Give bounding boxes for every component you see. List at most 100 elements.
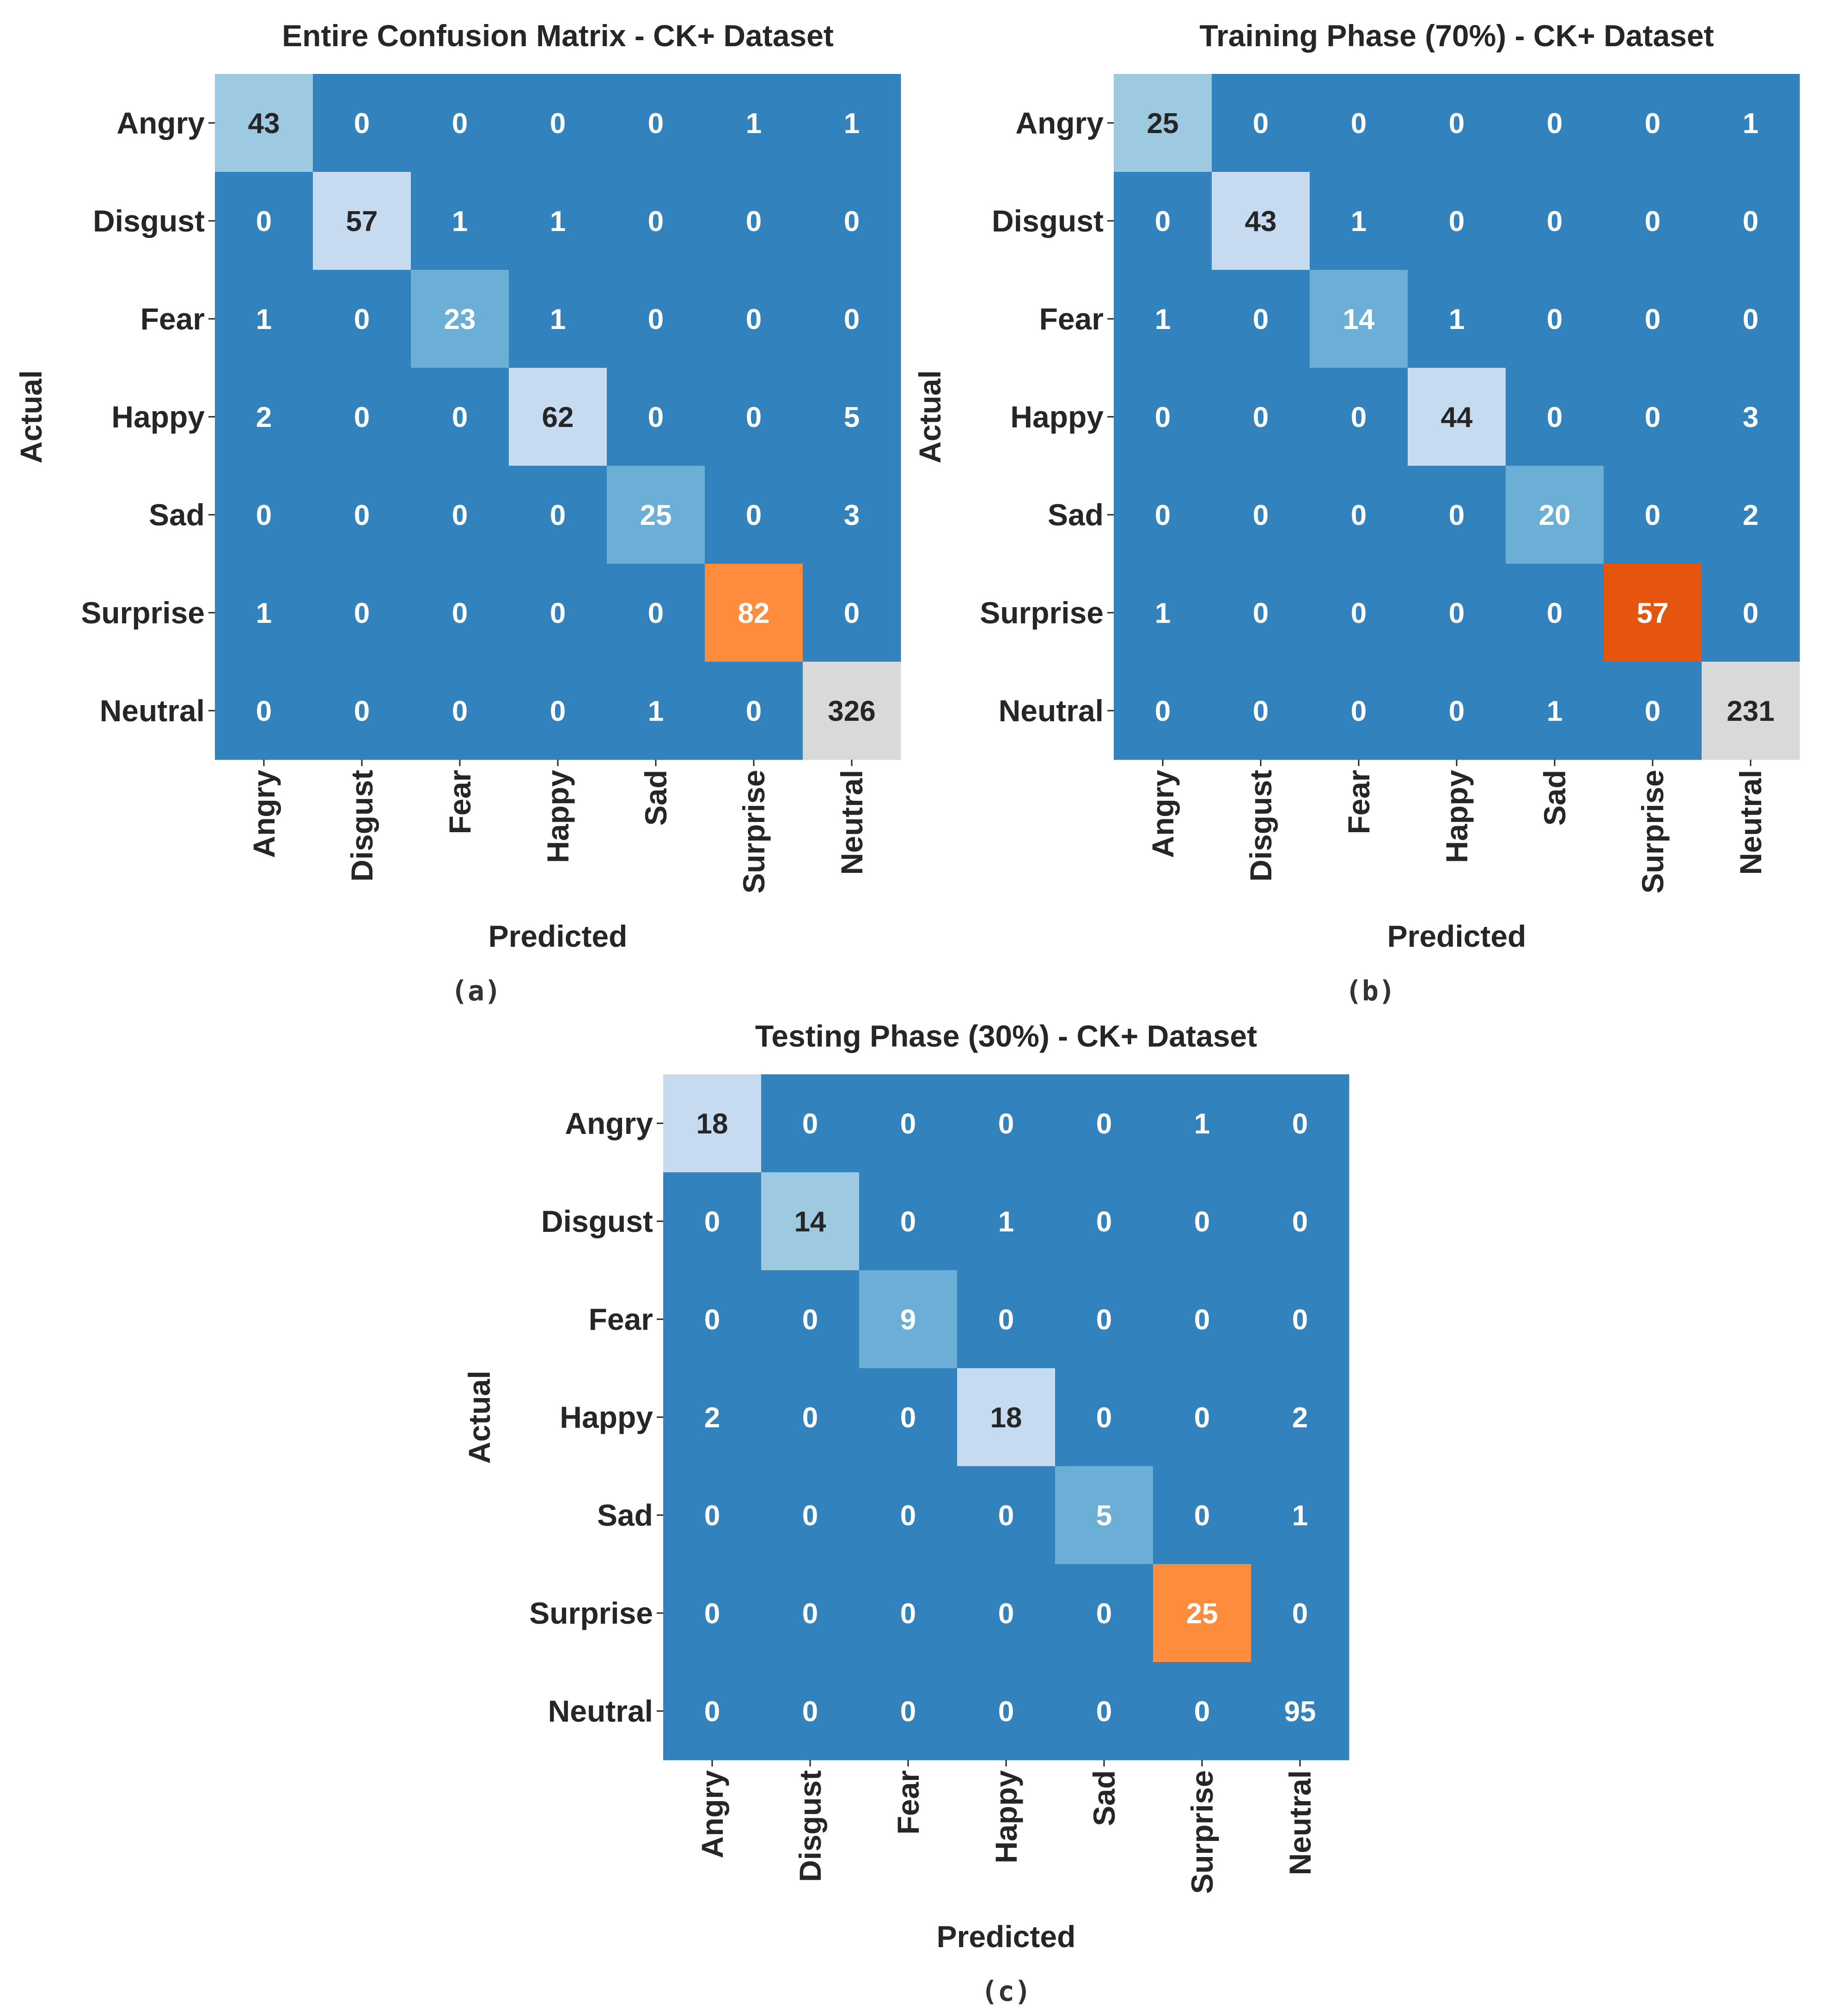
cell-value-label: 1 bbox=[1743, 108, 1758, 140]
cell-value-label: 0 bbox=[844, 206, 860, 238]
cell-value-label: 0 bbox=[998, 1598, 1014, 1630]
cell-value-label: 1 bbox=[746, 108, 762, 140]
heatmap-cell bbox=[1212, 74, 1310, 172]
heatmap-cell bbox=[957, 1564, 1056, 1663]
heatmap-cell bbox=[411, 466, 509, 564]
heatmap-cell bbox=[705, 270, 803, 368]
heatmap-cell bbox=[411, 368, 509, 466]
cell-value-label: 0 bbox=[1253, 499, 1269, 531]
heatmap-cell bbox=[215, 662, 313, 760]
x-tick-label: Surprise bbox=[737, 770, 771, 894]
heatmap-cell bbox=[663, 1172, 762, 1271]
heatmap-cell bbox=[1114, 172, 1212, 270]
cell-value-label: 62 bbox=[542, 402, 574, 433]
heatmap-cell bbox=[1212, 368, 1310, 466]
heatmap-cell bbox=[1702, 662, 1800, 760]
y-tick-label: Disgust bbox=[541, 1204, 653, 1238]
heatmap-cell bbox=[411, 172, 509, 270]
cell-value-label: 0 bbox=[550, 695, 566, 727]
heatmap-cell bbox=[705, 172, 803, 270]
heatmap-cell bbox=[803, 662, 901, 760]
cell-value-label: 1 bbox=[550, 206, 566, 238]
heatmap-cell bbox=[313, 74, 411, 172]
y-tick-label: Happy bbox=[111, 400, 205, 434]
cell-value-label: 2 bbox=[1743, 499, 1758, 531]
cell-value-label: 0 bbox=[802, 1500, 818, 1532]
heatmap-cell bbox=[761, 1172, 860, 1271]
heatmap-cell bbox=[1310, 172, 1408, 270]
cell-value-label: 0 bbox=[256, 695, 272, 727]
heatmap-cell bbox=[1506, 564, 1604, 662]
cell-value-label: 0 bbox=[1351, 695, 1367, 727]
heatmap-cell bbox=[509, 564, 607, 662]
heatmap-cell bbox=[1251, 1368, 1349, 1467]
cell-value-label: 14 bbox=[1343, 304, 1375, 335]
heatmap-cell bbox=[1310, 368, 1408, 466]
x-tick-label: Angry bbox=[247, 770, 281, 858]
cell-value-label: 0 bbox=[452, 402, 468, 433]
heatmap-cell bbox=[1408, 74, 1506, 172]
y-tick-label: Surprise bbox=[81, 596, 205, 630]
y-tick-label: Neutral bbox=[999, 694, 1104, 728]
y-tick-label: Angry bbox=[1015, 106, 1104, 140]
cell-value-label: 0 bbox=[1547, 597, 1563, 629]
cell-value-label: 0 bbox=[900, 1108, 916, 1140]
heatmap-cell bbox=[957, 1466, 1056, 1565]
y-tick-label: Sad bbox=[1048, 498, 1104, 532]
cell-value-label: 1 bbox=[452, 206, 468, 238]
cell-value-label: 0 bbox=[1194, 1206, 1210, 1238]
heatmap-cell bbox=[761, 1270, 860, 1369]
x-tick-label: Disgust bbox=[345, 770, 379, 882]
cell-value-label: 1 bbox=[550, 304, 566, 335]
cell-value-label: 5 bbox=[844, 402, 860, 433]
heatmap-cell bbox=[1506, 270, 1604, 368]
cell-value-label: 0 bbox=[1155, 206, 1171, 238]
cell-value-label: 0 bbox=[900, 1696, 916, 1728]
heatmap-cell bbox=[1251, 1074, 1349, 1173]
heatmap-cell bbox=[803, 564, 901, 662]
heatmap-cell bbox=[1310, 662, 1408, 760]
heatmap-cell bbox=[607, 368, 705, 466]
cell-value-label: 0 bbox=[1645, 499, 1660, 531]
cell-value-label: 0 bbox=[648, 402, 664, 433]
x-tick-label: Surprise bbox=[1636, 770, 1670, 894]
cell-value-label: 0 bbox=[900, 1598, 916, 1630]
heatmap-panel-2: Testing Phase (30%) - CK+ Dataset 18 0 0 0 0 1… bbox=[462, 1019, 1349, 2008]
heatmap-cell bbox=[803, 466, 901, 564]
heatmap-cell bbox=[859, 1172, 958, 1271]
y-axis-label: Actual bbox=[14, 370, 48, 463]
x-tick-label: Disgust bbox=[793, 1770, 827, 1882]
heatmap-cell bbox=[803, 172, 901, 270]
x-tick-label: Sad bbox=[639, 770, 673, 826]
x-tick-label: Disgust bbox=[1244, 770, 1278, 882]
heatmap-cell bbox=[1153, 1074, 1251, 1173]
cell-value-label: 2 bbox=[1292, 1402, 1308, 1434]
heatmap-cell bbox=[859, 1270, 958, 1369]
y-tick-label: Disgust bbox=[992, 204, 1104, 238]
cell-value-label: 3 bbox=[844, 499, 860, 531]
cell-value-label: 0 bbox=[1351, 597, 1367, 629]
cell-value-label: 0 bbox=[1096, 1696, 1112, 1728]
cell-value-label: 0 bbox=[1253, 695, 1269, 727]
cell-value-label: 0 bbox=[900, 1500, 916, 1532]
cell-value-label: 0 bbox=[354, 695, 370, 727]
heatmap-panel-0: Entire Confusion Matrix - CK+ Dataset 43 0… bbox=[14, 18, 901, 1007]
heatmap-cell bbox=[1604, 74, 1702, 172]
heatmap-cell bbox=[1702, 74, 1800, 172]
heatmap-cell bbox=[1408, 368, 1506, 466]
cell-value-label: 0 bbox=[1547, 108, 1563, 140]
heatmap-cell bbox=[411, 564, 509, 662]
heatmap-cell bbox=[509, 270, 607, 368]
heatmap-cell bbox=[1114, 368, 1212, 466]
cell-value-label: 25 bbox=[640, 499, 672, 531]
heatmap-cell bbox=[705, 466, 803, 564]
heatmap-cell bbox=[761, 1368, 860, 1467]
cell-value-label: 25 bbox=[1186, 1598, 1218, 1630]
heatmap-cell bbox=[215, 564, 313, 662]
cell-value-label: 0 bbox=[746, 695, 762, 727]
cell-value-label: 0 bbox=[1096, 1402, 1112, 1434]
cell-value-label: 43 bbox=[248, 108, 280, 140]
heatmap-cell bbox=[313, 368, 411, 466]
cell-value-label: 1 bbox=[1155, 304, 1171, 335]
heatmap-cell bbox=[1702, 172, 1800, 270]
